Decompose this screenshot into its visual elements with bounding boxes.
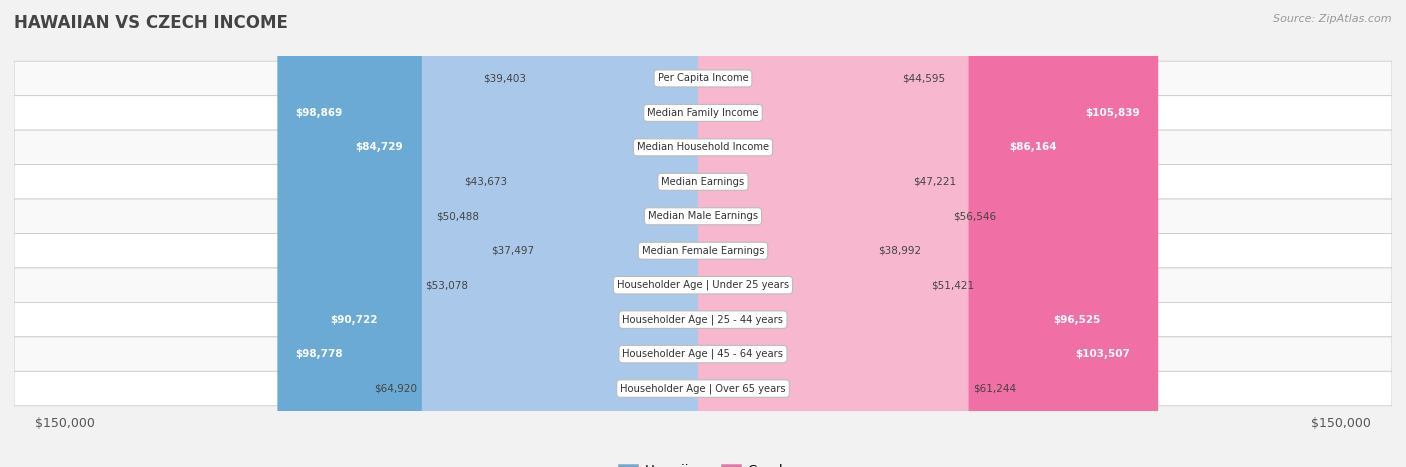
FancyBboxPatch shape: [512, 0, 709, 467]
Text: Median Male Earnings: Median Male Earnings: [648, 211, 758, 221]
Text: $50,488: $50,488: [436, 211, 478, 221]
FancyBboxPatch shape: [14, 234, 1392, 268]
Text: $51,421: $51,421: [931, 280, 974, 290]
Text: $44,595: $44,595: [903, 73, 945, 84]
FancyBboxPatch shape: [14, 199, 1392, 234]
Text: $53,078: $53,078: [425, 280, 468, 290]
FancyBboxPatch shape: [530, 0, 709, 467]
Text: $105,839: $105,839: [1085, 108, 1140, 118]
Text: Householder Age | 25 - 44 years: Householder Age | 25 - 44 years: [623, 314, 783, 325]
FancyBboxPatch shape: [14, 371, 1392, 406]
FancyBboxPatch shape: [697, 0, 969, 467]
Text: $90,722: $90,722: [330, 315, 377, 325]
Text: $37,497: $37,497: [491, 246, 534, 256]
Text: $64,920: $64,920: [374, 383, 418, 394]
Text: Householder Age | Over 65 years: Householder Age | Over 65 years: [620, 383, 786, 394]
FancyBboxPatch shape: [14, 61, 1392, 96]
FancyBboxPatch shape: [337, 0, 709, 467]
FancyBboxPatch shape: [312, 0, 709, 467]
FancyBboxPatch shape: [697, 0, 1119, 467]
Text: $84,729: $84,729: [356, 142, 404, 152]
Text: Median Household Income: Median Household Income: [637, 142, 769, 152]
Text: Per Capita Income: Per Capita Income: [658, 73, 748, 84]
FancyBboxPatch shape: [14, 96, 1392, 130]
FancyBboxPatch shape: [697, 0, 908, 467]
Text: Householder Age | Under 25 years: Householder Age | Under 25 years: [617, 280, 789, 290]
FancyBboxPatch shape: [14, 337, 1392, 371]
FancyBboxPatch shape: [538, 0, 709, 467]
FancyBboxPatch shape: [14, 164, 1392, 199]
FancyBboxPatch shape: [697, 0, 1149, 467]
Text: $61,244: $61,244: [973, 383, 1017, 394]
FancyBboxPatch shape: [14, 268, 1392, 303]
Text: Householder Age | 45 - 64 years: Householder Age | 45 - 64 years: [623, 349, 783, 359]
Text: Source: ZipAtlas.com: Source: ZipAtlas.com: [1274, 14, 1392, 24]
Text: $39,403: $39,403: [482, 73, 526, 84]
Text: Median Female Earnings: Median Female Earnings: [641, 246, 765, 256]
Text: HAWAIIAN VS CZECH INCOME: HAWAIIAN VS CZECH INCOME: [14, 14, 288, 32]
Text: $96,525: $96,525: [1053, 315, 1101, 325]
FancyBboxPatch shape: [422, 0, 709, 467]
FancyBboxPatch shape: [278, 0, 709, 467]
FancyBboxPatch shape: [277, 0, 709, 467]
Legend: Hawaiian, Czech: Hawaiian, Czech: [613, 459, 793, 467]
Text: Median Family Income: Median Family Income: [647, 108, 759, 118]
FancyBboxPatch shape: [697, 0, 875, 467]
Text: $98,869: $98,869: [295, 108, 343, 118]
FancyBboxPatch shape: [697, 0, 1074, 467]
FancyBboxPatch shape: [697, 0, 927, 467]
FancyBboxPatch shape: [14, 303, 1392, 337]
Text: Median Earnings: Median Earnings: [661, 177, 745, 187]
Text: $56,546: $56,546: [953, 211, 997, 221]
FancyBboxPatch shape: [697, 0, 949, 467]
Text: $98,778: $98,778: [295, 349, 343, 359]
Text: $43,673: $43,673: [464, 177, 508, 187]
Text: $47,221: $47,221: [914, 177, 956, 187]
Text: $103,507: $103,507: [1076, 349, 1130, 359]
Text: $86,164: $86,164: [1010, 142, 1057, 152]
FancyBboxPatch shape: [697, 0, 1159, 467]
FancyBboxPatch shape: [14, 130, 1392, 164]
FancyBboxPatch shape: [697, 0, 898, 467]
Text: $38,992: $38,992: [879, 246, 921, 256]
FancyBboxPatch shape: [484, 0, 709, 467]
FancyBboxPatch shape: [472, 0, 709, 467]
